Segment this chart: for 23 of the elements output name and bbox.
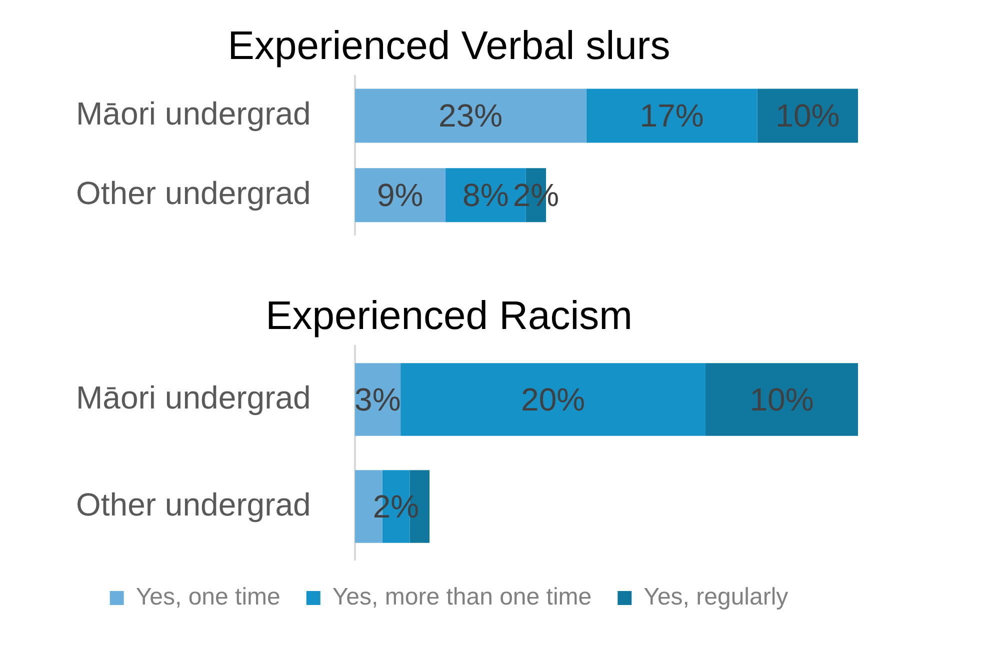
y-tick-label: Other undergrad xyxy=(76,486,311,522)
y-tick-label: Other undergrad xyxy=(76,174,311,211)
bar xyxy=(354,168,446,222)
chart-title: Experienced Verbal slurs xyxy=(228,24,670,68)
chart-title: Experienced Racism xyxy=(266,294,632,338)
bar xyxy=(706,363,858,436)
data-label: 8% xyxy=(462,176,509,213)
data-label: 20% xyxy=(521,381,586,418)
data-label: 10% xyxy=(776,98,840,134)
data-label: 9% xyxy=(376,176,424,213)
bar xyxy=(354,88,586,143)
data-label: 3% xyxy=(354,381,401,418)
data-label: 23% xyxy=(438,98,503,134)
bar xyxy=(400,363,706,436)
legend-label: Yes, more than one time xyxy=(332,584,592,611)
data-label: 10% xyxy=(750,381,814,418)
data-label: 17% xyxy=(640,98,704,134)
legend-label: Yes, regularly xyxy=(644,584,788,611)
bar xyxy=(586,88,758,143)
legend-label: Yes, one time xyxy=(136,584,280,611)
bar xyxy=(757,88,858,143)
y-tick-label: Māori undergrad xyxy=(76,379,311,416)
y-tick-label: Māori undergrad xyxy=(76,96,311,132)
